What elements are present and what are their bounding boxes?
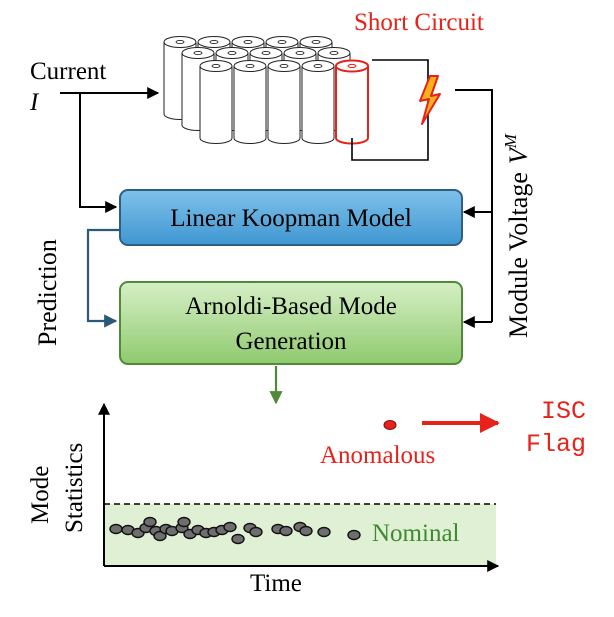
mode-statistics-plot: Nominal Time Mode Statistics Anomalous I… [27,397,586,597]
nominal-point [317,526,331,538]
arnoldi-mode-generation-block: Arnoldi-Based Mode Generation [119,281,463,365]
battery-cell [301,60,335,144]
faulty-cell [335,59,369,145]
nominal-point [177,516,191,528]
nominal-label: Nominal [372,520,460,547]
y-axis-label-line1: Mode [27,466,54,524]
isc-flag-line1: ISC [541,397,586,426]
arnoldi-block-label-line1: Arnoldi-Based Mode [185,293,397,320]
prediction-label: Prediction [33,239,62,346]
y-axis-label-line2: Statistics [61,443,88,533]
voltage-wiring [455,89,493,328]
module-voltage-label: Module VoltageVM [501,133,533,338]
nominal-point [347,529,361,541]
current-arrows [60,87,160,213]
x-axis-label: Time [250,570,302,597]
svg-text:Module VoltageVM: Module VoltageVM [501,133,533,338]
nominal-point [153,530,167,542]
current-symbol: I [29,89,40,116]
prediction-arrow [86,228,120,328]
lightning-bolt-icon [419,75,441,125]
anomalous-label: Anomalous [320,442,435,469]
nominal-point [279,525,293,537]
nominal-points [109,516,361,545]
nominal-point [223,521,237,533]
svg-text:Prediction: Prediction [33,239,62,346]
short-circuit-label: Short Circuit [354,9,484,36]
battery-module-illustration [163,36,369,145]
battery-cell [199,60,233,144]
anomalous-point [383,420,397,430]
battery-cell [233,60,267,144]
svg-text:Statistics: Statistics [61,443,88,533]
svg-text:Mode: Mode [27,466,54,524]
short-circuit-loop [351,59,429,161]
nominal-point [249,526,263,538]
nominal-point [109,523,123,535]
nominal-point [143,516,157,528]
nominal-point [231,533,245,545]
arnoldi-block-label-line2: Generation [235,328,347,355]
linear-koopman-model-block: Linear Koopman Model [119,189,463,246]
nominal-point [299,525,313,537]
koopman-block-label: Linear Koopman Model [170,205,412,232]
battery-cell [267,60,301,144]
isc-flag-line2: Flag [526,430,586,459]
current-label: Current [30,58,106,85]
